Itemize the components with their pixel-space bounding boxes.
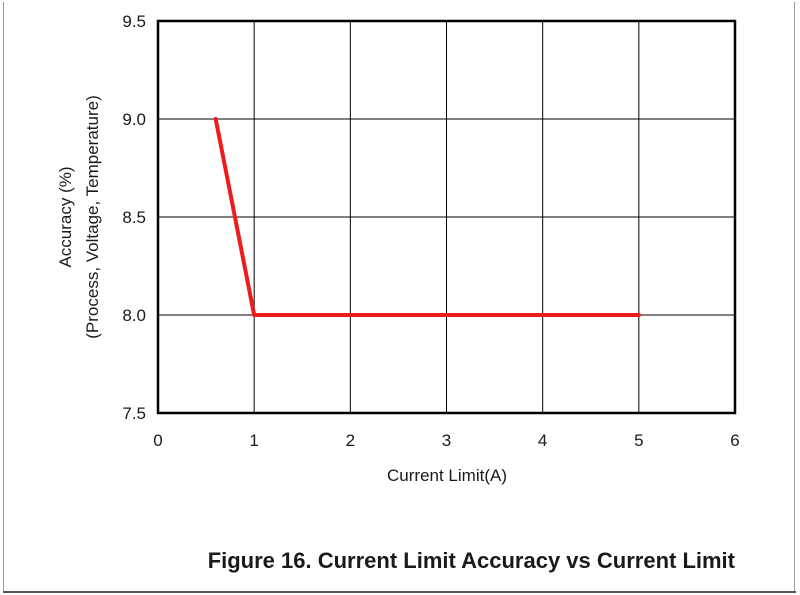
x-tick-label: 3 (442, 431, 451, 450)
tick-labels: 0 1 2 3 4 5 6 7.5 8.0 8.5 9.0 9.5 (122, 12, 739, 450)
y-tick-label: 9.0 (122, 110, 146, 129)
series-layer (213, 117, 641, 317)
y-axis-label-line2: (Process, Voltage, Temperature) (83, 95, 102, 338)
y-tick-label: 9.5 (122, 12, 146, 31)
y-tick-label: 8.0 (122, 306, 146, 325)
x-tick-label: 5 (634, 431, 643, 450)
bottom-rule (3, 591, 796, 593)
figure-caption: Figure 16. Current Limit Accuracy vs Cur… (207, 548, 735, 573)
page-frame (3, 2, 795, 592)
plot-frame (156, 19, 737, 415)
x-tick-label: 6 (730, 431, 739, 450)
chart: 0 1 2 3 4 5 67.58.08.59.09.5 Current Limit(A) … (56, 12, 740, 485)
y-tick-label: 7.5 (122, 404, 146, 423)
x-tick-label: 1 (249, 431, 258, 450)
series-line (213, 117, 641, 317)
x-axis-label: Current Limit(A) (387, 466, 507, 485)
y-axis-label-line1: Accuracy (%) (56, 166, 75, 267)
y-tick-label: 8.5 (122, 208, 146, 227)
x-tick-label: 0 (153, 431, 162, 450)
grid-lines (157, 20, 736, 414)
x-tick-label: 4 (538, 431, 547, 450)
x-tick-label: 2 (346, 431, 355, 450)
